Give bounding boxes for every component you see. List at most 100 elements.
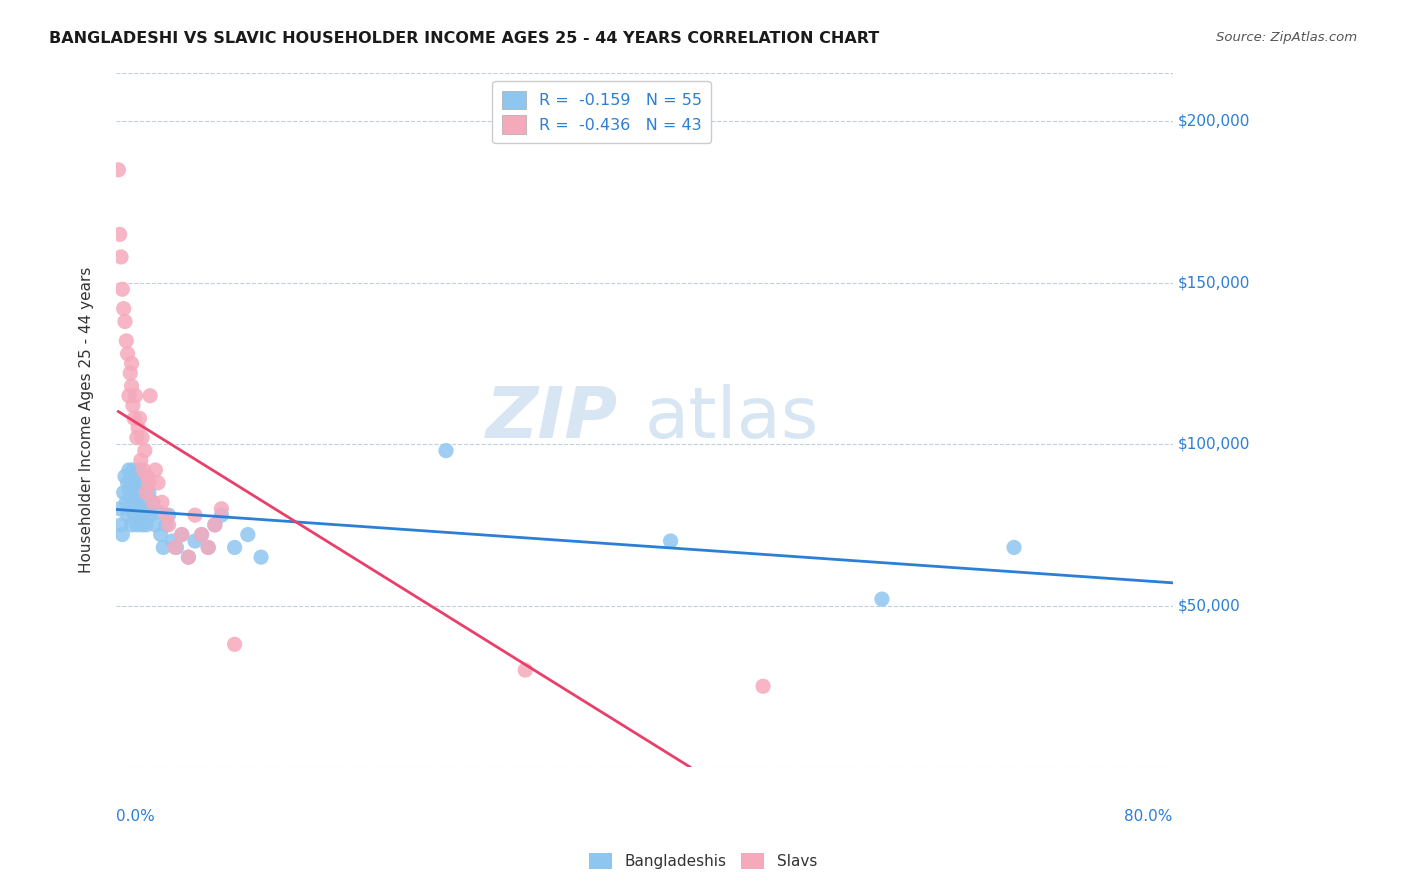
Point [146,475,169,490]
Point [111,527,134,541]
Point [128,508,150,523]
Point [127,421,149,435]
Point [114,469,136,483]
Point [136,505,159,519]
Point [125,495,148,509]
Point [177,550,200,565]
Point [120,491,142,506]
Point [145,463,167,477]
Point [170,527,193,541]
Point [204,517,226,532]
Point [124,475,146,490]
Point [117,508,139,523]
Point [115,334,138,348]
Point [122,505,145,519]
Text: $200,000: $200,000 [1178,114,1250,129]
Text: $50,000: $50,000 [1178,598,1240,613]
Point [117,347,139,361]
Point [659,534,682,549]
Point [136,469,159,483]
Point [157,508,180,523]
Point [190,527,212,541]
Point [115,495,138,509]
Point [117,475,139,490]
Point [146,505,169,519]
Point [157,517,180,532]
Point [250,550,273,565]
Point [236,527,259,541]
Point [107,162,129,177]
Point [134,495,156,509]
Point [112,485,135,500]
Point [125,431,148,445]
Point [142,495,165,509]
Text: ZIP: ZIP [485,384,617,453]
Point [122,501,145,516]
Point [120,366,142,380]
Point [155,517,177,532]
Point [114,314,136,328]
Point [110,517,132,532]
Point [177,550,200,565]
Point [112,301,135,316]
Point [224,637,246,651]
Point [121,356,143,370]
Point [129,453,152,467]
Point [127,485,149,500]
Point [184,534,207,549]
Point [209,508,232,523]
Point [128,411,150,425]
Point [128,463,150,477]
Point [138,485,160,500]
Point [131,517,153,532]
Point [166,541,188,555]
Point [135,517,157,532]
Point [155,508,177,523]
Point [752,679,775,693]
Point [170,527,193,541]
Point [124,508,146,523]
Text: Householder Income Ages 25 - 44 years: Householder Income Ages 25 - 44 years [79,267,94,574]
Point [108,227,131,242]
Point [184,508,207,523]
Point [121,379,143,393]
Text: atlas: atlas [644,384,818,453]
Legend: R =  -0.159   N = 55, R =  -0.436   N = 43: R = -0.159 N = 55, R = -0.436 N = 43 [492,81,711,144]
Text: 0.0%: 0.0% [115,809,155,824]
Text: $150,000: $150,000 [1178,276,1250,290]
Text: BANGLADESHI VS SLAVIC HOUSEHOLDER INCOME AGES 25 - 44 YEARS CORRELATION CHART: BANGLADESHI VS SLAVIC HOUSEHOLDER INCOME… [49,31,880,46]
Point [204,517,226,532]
Point [135,485,157,500]
Point [139,389,162,403]
Point [122,411,145,425]
Point [870,592,893,607]
Point [132,475,155,490]
Point [108,501,131,516]
Point [131,431,153,445]
Point [162,534,184,549]
Legend: Bangladeshis, Slavs: Bangladeshis, Slavs [583,847,823,875]
Point [125,517,148,532]
Point [145,517,167,532]
Point [515,663,537,677]
Point [197,541,219,555]
Point [121,517,143,532]
Point [152,541,174,555]
Point [122,485,145,500]
Point [139,508,162,523]
Point [434,443,457,458]
Point [121,475,143,490]
Point [111,282,134,296]
Text: $100,000: $100,000 [1178,437,1250,451]
Point [190,527,212,541]
Point [197,541,219,555]
Point [150,495,173,509]
Point [134,443,156,458]
Point [209,501,232,516]
Point [149,527,172,541]
Point [165,541,187,555]
Text: Source: ZipAtlas.com: Source: ZipAtlas.com [1216,31,1357,45]
Text: 80.0%: 80.0% [1125,809,1173,824]
Point [1002,541,1025,555]
Point [122,399,145,413]
